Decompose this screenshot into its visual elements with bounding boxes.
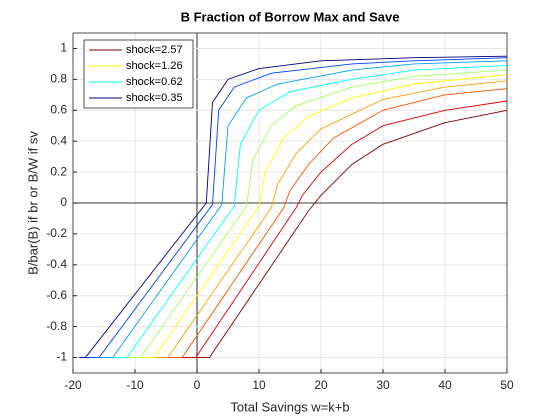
data-line (79, 100, 508, 358)
x-tick-label: 40 (438, 378, 452, 392)
y-tick-label: 0.4 (50, 133, 67, 147)
y-axis-label: B/bar(B) if br or B/W if sv (25, 131, 40, 275)
data-line (79, 57, 508, 358)
x-tick-label: 50 (500, 378, 514, 392)
x-axis-label: Total Savings w=k+b (230, 399, 349, 414)
y-tick-label: -0.2 (46, 226, 67, 240)
data-line (79, 60, 508, 358)
data-line (79, 88, 508, 358)
data-line (79, 74, 508, 358)
x-tick-label: 20 (314, 378, 328, 392)
legend-label: shock=1.26 (126, 60, 183, 72)
legend-label: shock=2.57 (126, 44, 183, 56)
x-tick-label: 0 (194, 378, 201, 392)
data-line (79, 55, 508, 358)
data-line (79, 80, 508, 358)
y-tick-label: -0.8 (46, 319, 67, 333)
y-tick-label: 0 (60, 195, 67, 209)
y-tick-label: 0.2 (50, 164, 67, 178)
data-line (79, 109, 508, 358)
chart-title: B Fraction of Borrow Max and Save (181, 9, 400, 24)
legend-label: shock=0.62 (126, 76, 183, 88)
plot-frame (72, 32, 508, 374)
x-tick-label: -10 (126, 378, 144, 392)
y-tick-label: 0.6 (50, 102, 67, 116)
x-tick-label: 10 (252, 378, 266, 392)
x-tick-label: 30 (376, 378, 390, 392)
legend-label: shock=0.35 (126, 92, 183, 104)
x-tick-label: -20 (64, 378, 82, 392)
y-tick-label: -0.4 (46, 257, 67, 271)
y-tick-label: 0.8 (50, 72, 67, 86)
data-line (79, 65, 508, 358)
y-tick-label: 1 (60, 41, 67, 55)
legend-box (83, 39, 194, 109)
data-line (79, 69, 508, 358)
y-tick-label: -1 (56, 350, 67, 364)
y-tick-label: -0.6 (46, 288, 67, 302)
